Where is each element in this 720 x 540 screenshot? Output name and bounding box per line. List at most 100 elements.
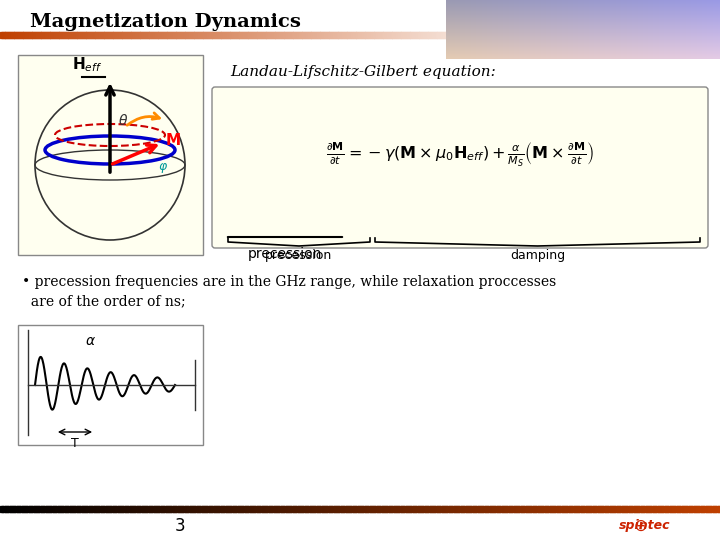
Bar: [43, 32, 46, 38]
Bar: [276, 506, 279, 512]
Bar: [292, 32, 294, 38]
Bar: [266, 506, 270, 512]
Bar: [437, 506, 440, 512]
Bar: [484, 32, 487, 38]
Bar: [230, 506, 234, 512]
Bar: [567, 506, 570, 512]
Bar: [42, 32, 44, 38]
Bar: [245, 506, 248, 512]
Bar: [145, 32, 148, 38]
Bar: [30, 32, 33, 38]
Bar: [456, 506, 459, 512]
Bar: [18, 55, 203, 255]
Bar: [473, 506, 476, 512]
Bar: [110, 506, 114, 512]
Bar: [175, 506, 179, 512]
Bar: [653, 506, 656, 512]
Bar: [533, 32, 536, 38]
Bar: [369, 506, 373, 512]
Bar: [588, 506, 591, 512]
Bar: [578, 506, 582, 512]
Bar: [54, 32, 57, 38]
Bar: [540, 506, 544, 512]
Bar: [25, 32, 28, 38]
Bar: [197, 506, 200, 512]
Bar: [286, 506, 289, 512]
Bar: [271, 506, 274, 512]
Bar: [504, 506, 508, 512]
Bar: [156, 506, 159, 512]
Bar: [179, 32, 181, 38]
Bar: [202, 506, 205, 512]
Bar: [367, 506, 371, 512]
Bar: [459, 506, 462, 512]
Bar: [395, 32, 397, 38]
Bar: [223, 506, 227, 512]
Bar: [238, 506, 241, 512]
Bar: [356, 32, 359, 38]
Bar: [202, 32, 204, 38]
Bar: [84, 506, 87, 512]
Bar: [65, 32, 68, 38]
Bar: [657, 506, 661, 512]
Bar: [234, 32, 237, 38]
Bar: [65, 506, 68, 512]
Bar: [227, 32, 230, 38]
Bar: [506, 506, 510, 512]
Bar: [438, 32, 440, 38]
Bar: [79, 506, 83, 512]
Bar: [518, 506, 522, 512]
Bar: [59, 32, 62, 38]
Bar: [475, 506, 479, 512]
Bar: [362, 32, 364, 38]
Bar: [495, 32, 498, 38]
Bar: [142, 32, 145, 38]
Bar: [445, 32, 447, 38]
Bar: [542, 506, 546, 512]
Bar: [521, 32, 523, 38]
Bar: [533, 506, 536, 512]
Bar: [187, 32, 190, 38]
Bar: [526, 506, 529, 512]
Bar: [382, 32, 384, 38]
Bar: [470, 32, 472, 38]
Bar: [235, 506, 238, 512]
Bar: [391, 32, 393, 38]
Bar: [531, 506, 534, 512]
Bar: [378, 32, 381, 38]
Bar: [412, 32, 415, 38]
Bar: [545, 506, 548, 512]
Bar: [624, 506, 627, 512]
Bar: [55, 506, 58, 512]
Bar: [389, 506, 392, 512]
Bar: [394, 506, 397, 512]
Bar: [305, 506, 308, 512]
Bar: [187, 506, 191, 512]
Bar: [421, 32, 424, 38]
Bar: [103, 506, 107, 512]
Bar: [50, 32, 53, 38]
Bar: [1, 32, 4, 38]
Bar: [493, 32, 496, 38]
Bar: [311, 32, 314, 38]
Bar: [522, 32, 525, 38]
Bar: [251, 32, 253, 38]
Bar: [109, 32, 112, 38]
Bar: [144, 32, 147, 38]
Bar: [221, 506, 224, 512]
Bar: [392, 32, 395, 38]
Bar: [441, 32, 444, 38]
Bar: [279, 32, 282, 38]
Text: • precession frequencies are in the GHz range, while relaxation proccesses
  are: • precession frequencies are in the GHz …: [22, 275, 557, 308]
Bar: [287, 32, 289, 38]
Bar: [102, 32, 105, 38]
Bar: [333, 506, 337, 512]
Bar: [173, 32, 176, 38]
Bar: [61, 32, 64, 38]
Bar: [24, 506, 27, 512]
FancyBboxPatch shape: [212, 87, 708, 248]
Bar: [405, 32, 408, 38]
Bar: [211, 506, 215, 512]
Bar: [277, 32, 280, 38]
Bar: [518, 32, 521, 38]
